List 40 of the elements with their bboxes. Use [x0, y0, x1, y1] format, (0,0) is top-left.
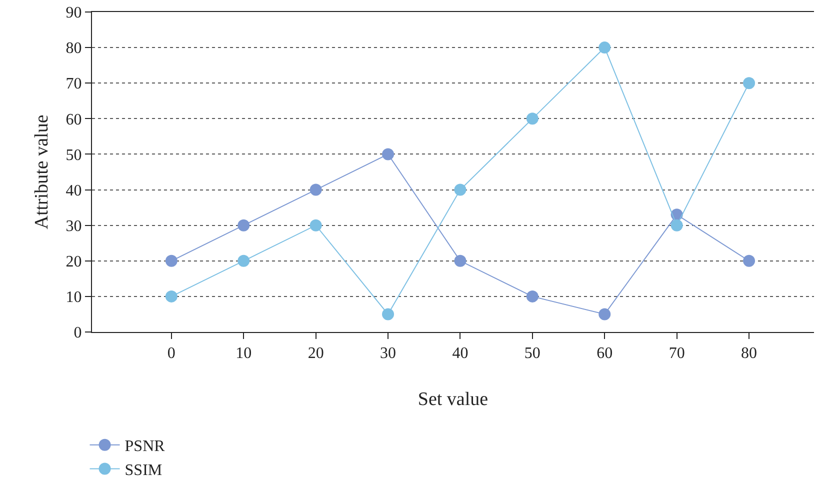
x-tick-label: 60: [596, 345, 613, 362]
x-axis-title: Set value: [418, 389, 488, 410]
legend-label: SSIM: [124, 462, 162, 479]
y-tick-label: 70: [66, 76, 82, 93]
point: [165, 290, 178, 302]
point: [238, 254, 250, 267]
x-tick-label: 40: [452, 345, 468, 362]
x-tick-label: 0: [167, 345, 176, 362]
point: [382, 308, 394, 320]
point: [454, 184, 466, 196]
x-tick-label: 10: [236, 345, 252, 362]
point: [454, 254, 466, 267]
point: [310, 184, 322, 196]
x-tick-label: 80: [741, 345, 758, 362]
y-tick-label: 60: [66, 111, 82, 128]
x-tick-label: 70: [668, 345, 685, 362]
y-tick-label: 50: [66, 146, 82, 164]
point: [670, 219, 683, 232]
point: [743, 77, 756, 90]
y-tick-label: 80: [66, 40, 82, 58]
x-tick-label: 50: [524, 345, 540, 362]
y-tick-label: 20: [66, 253, 82, 270]
y-axis-title: Attribute value: [32, 114, 53, 230]
point: [526, 290, 538, 302]
point: [526, 112, 538, 125]
point: [598, 42, 611, 54]
point: [310, 219, 322, 232]
point: [598, 308, 611, 320]
x-tick-label: 30: [380, 345, 396, 362]
y-tick-label: 30: [66, 218, 82, 235]
x-tick-label: 20: [308, 345, 324, 362]
point: [743, 254, 756, 267]
y-tick-label: 90: [66, 4, 82, 22]
point: [238, 219, 250, 232]
point: [382, 148, 394, 160]
y-tick-label: 10: [66, 289, 82, 306]
y-tick-label: 40: [66, 182, 82, 200]
point: [165, 254, 178, 267]
y-tick-label: 0: [74, 324, 82, 342]
legend-label: PSNR: [124, 438, 166, 456]
